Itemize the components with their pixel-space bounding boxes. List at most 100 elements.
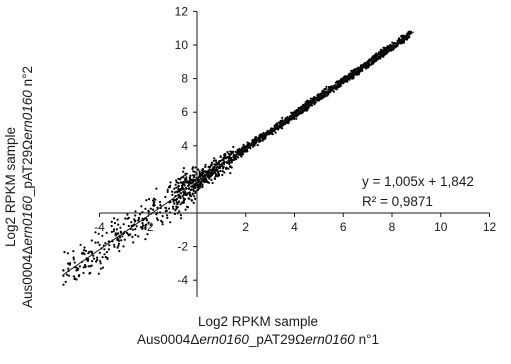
data-point xyxy=(78,265,81,268)
data-point xyxy=(281,116,284,119)
data-point xyxy=(152,208,155,211)
data-point xyxy=(62,269,65,272)
data-point xyxy=(110,230,113,233)
data-point xyxy=(187,197,190,200)
data-point xyxy=(62,283,65,286)
data-point xyxy=(156,206,159,209)
data-point xyxy=(113,222,117,225)
data-point xyxy=(221,173,224,177)
data-point xyxy=(243,145,246,148)
data-point xyxy=(90,250,93,253)
data-point xyxy=(337,80,340,83)
data-point xyxy=(197,168,200,171)
data-point xyxy=(217,172,220,175)
data-point xyxy=(116,246,119,249)
data-point xyxy=(82,266,85,269)
data-point xyxy=(141,225,144,228)
data-point xyxy=(208,175,211,178)
y-axis-label-line1: Log2 RPKM sample xyxy=(3,126,18,248)
data-point xyxy=(99,267,102,270)
data-point xyxy=(223,171,226,174)
data-point xyxy=(144,225,147,229)
data-point xyxy=(346,79,349,82)
data-point xyxy=(232,150,235,153)
data-point xyxy=(181,201,184,204)
data-point xyxy=(112,217,116,220)
data-point xyxy=(87,265,90,268)
data-point xyxy=(127,224,130,228)
data-point xyxy=(389,48,392,51)
data-point xyxy=(186,206,190,209)
data-point xyxy=(182,197,185,200)
data-point xyxy=(149,223,152,227)
data-point xyxy=(175,179,178,182)
data-point xyxy=(254,142,257,145)
data-point xyxy=(154,198,157,201)
data-point xyxy=(221,170,224,173)
y-tick-label: 6 xyxy=(181,105,188,119)
data-point xyxy=(307,107,310,110)
data-point xyxy=(324,87,328,90)
data-point xyxy=(181,182,184,185)
data-point xyxy=(197,188,200,191)
data-point xyxy=(134,233,137,237)
data-point xyxy=(141,227,144,230)
data-point xyxy=(245,144,248,147)
data-point xyxy=(97,232,100,235)
data-point xyxy=(355,73,359,76)
data-point xyxy=(223,153,226,156)
data-point xyxy=(108,244,111,247)
data-point xyxy=(192,189,195,192)
data-point xyxy=(125,231,129,234)
data-point xyxy=(222,156,225,159)
data-point xyxy=(251,139,254,142)
data-point xyxy=(192,186,195,189)
data-point xyxy=(159,204,162,207)
data-point xyxy=(171,193,174,196)
data-point xyxy=(155,213,158,216)
data-point xyxy=(183,184,186,187)
data-point xyxy=(194,186,197,189)
data-point xyxy=(192,176,196,179)
data-point xyxy=(348,73,351,77)
data-point xyxy=(408,35,411,39)
data-point xyxy=(67,262,70,265)
data-point xyxy=(203,179,206,182)
data-point xyxy=(314,101,317,104)
data-point xyxy=(141,222,144,225)
data-point xyxy=(214,159,217,162)
data-point xyxy=(64,280,67,283)
data-point xyxy=(144,224,147,227)
data-point xyxy=(221,158,224,161)
data-point xyxy=(83,246,86,249)
data-point xyxy=(101,234,104,237)
data-point xyxy=(294,115,298,118)
data-point xyxy=(262,137,265,140)
data-point xyxy=(205,170,208,173)
data-point xyxy=(396,39,399,42)
x-axis-label-line1: Log2 RPKM sample xyxy=(197,314,319,329)
data-point xyxy=(215,161,218,164)
data-point xyxy=(146,233,149,236)
data-point xyxy=(278,126,282,129)
data-point xyxy=(144,227,147,230)
data-points xyxy=(62,30,413,286)
data-point xyxy=(340,77,343,80)
data-point xyxy=(123,238,126,241)
data-point xyxy=(124,217,127,220)
data-point xyxy=(182,176,185,179)
data-point xyxy=(113,245,116,248)
data-point xyxy=(382,46,385,49)
data-point xyxy=(392,42,395,45)
data-point xyxy=(229,165,232,168)
data-point xyxy=(189,182,192,185)
data-point xyxy=(173,187,176,190)
data-point xyxy=(241,147,244,150)
data-point xyxy=(160,219,163,222)
data-point xyxy=(271,133,274,136)
data-point xyxy=(297,107,300,110)
data-point xyxy=(255,136,258,139)
data-point xyxy=(82,271,85,275)
data-point xyxy=(117,232,120,235)
data-point xyxy=(73,277,76,281)
